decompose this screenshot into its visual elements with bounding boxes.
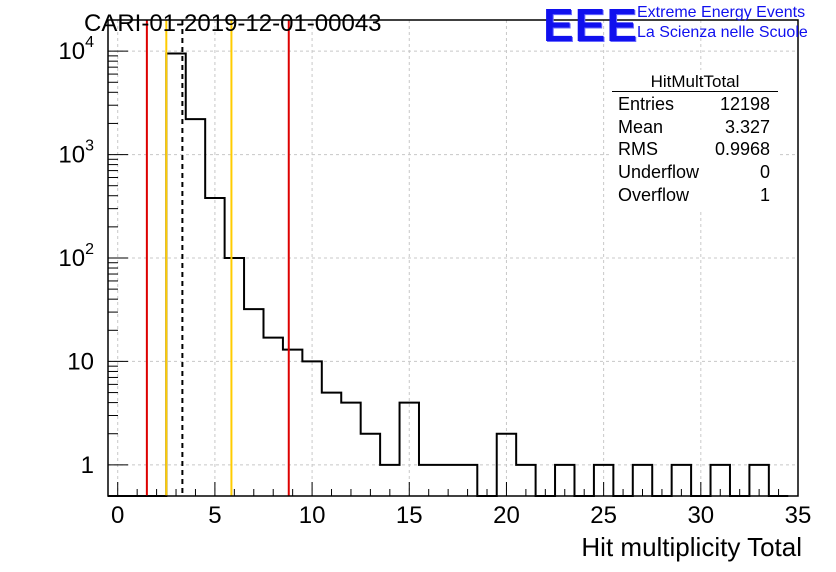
stats-key: Entries — [618, 94, 675, 114]
stats-value: 0 — [759, 162, 770, 182]
histogram-series — [108, 52, 789, 497]
chart-title: CARI-01-2019-12-01-00043 — [84, 10, 382, 37]
histogram-bin — [361, 434, 380, 496]
reference-lines — [145, 20, 290, 496]
stats-row-overflow: Overflow 1 — [618, 185, 770, 207]
y-tick-label: 104 — [58, 34, 94, 65]
x-tick-label: 10 — [299, 502, 326, 529]
histogram-bin — [400, 403, 419, 496]
y-tick-label: 103 — [58, 138, 94, 169]
histogram-bin — [225, 258, 244, 496]
stats-key: Mean — [618, 117, 664, 137]
stats-divider — [612, 91, 778, 92]
stats-row-entries: Entries 12198 — [618, 94, 770, 116]
x-tick-label: 5 — [208, 502, 221, 529]
stats-row-underflow: Underflow 0 — [618, 162, 770, 184]
histogram-bin — [341, 403, 360, 496]
x-tick-label: 25 — [590, 502, 617, 529]
stats-key: Overflow — [618, 185, 690, 205]
stats-title: HitMultTotal — [650, 72, 740, 91]
histogram-bin — [244, 309, 263, 496]
x-tick-label: 35 — [785, 502, 812, 529]
y-tick-label: 10 — [67, 348, 94, 375]
stats-key: Underflow — [618, 162, 700, 182]
x-axis-label: Hit multiplicity Total — [581, 532, 802, 562]
stats-box: HitMultTotal Entries 12198 Mean 3.327 RM… — [612, 70, 778, 212]
stats-key: RMS — [618, 139, 658, 159]
histogram-bin — [302, 361, 321, 496]
stats-row-rms: RMS 0.9968 — [618, 139, 770, 161]
x-tick-label: 0 — [111, 502, 124, 529]
stats-row-mean: Mean 3.327 — [618, 117, 770, 139]
x-tick-label: 20 — [493, 502, 520, 529]
stats-value: 0.9968 — [714, 139, 770, 159]
y-tick-label: 1 — [81, 452, 94, 479]
histogram-bin — [263, 338, 282, 496]
brand-line-1: Extreme Energy Events — [637, 4, 806, 21]
stats-value: 1 — [759, 185, 770, 205]
eee-logo: EEE — [543, 0, 639, 51]
brand-line-2: La Scienza nelle Scuole — [637, 24, 808, 41]
histogram-bin — [322, 393, 341, 496]
x-tick-label: 15 — [396, 502, 423, 529]
stats-value: 3.327 — [724, 117, 770, 137]
histogram-bin — [186, 119, 205, 496]
y-tick-label: 102 — [58, 241, 94, 272]
x-tick-label: 30 — [687, 502, 714, 529]
axis-ticks — [108, 19, 799, 496]
histogram-bin — [283, 350, 302, 496]
histogram-bin — [205, 198, 224, 496]
histogram-outline — [108, 52, 789, 497]
stats-value: 12198 — [719, 94, 770, 114]
